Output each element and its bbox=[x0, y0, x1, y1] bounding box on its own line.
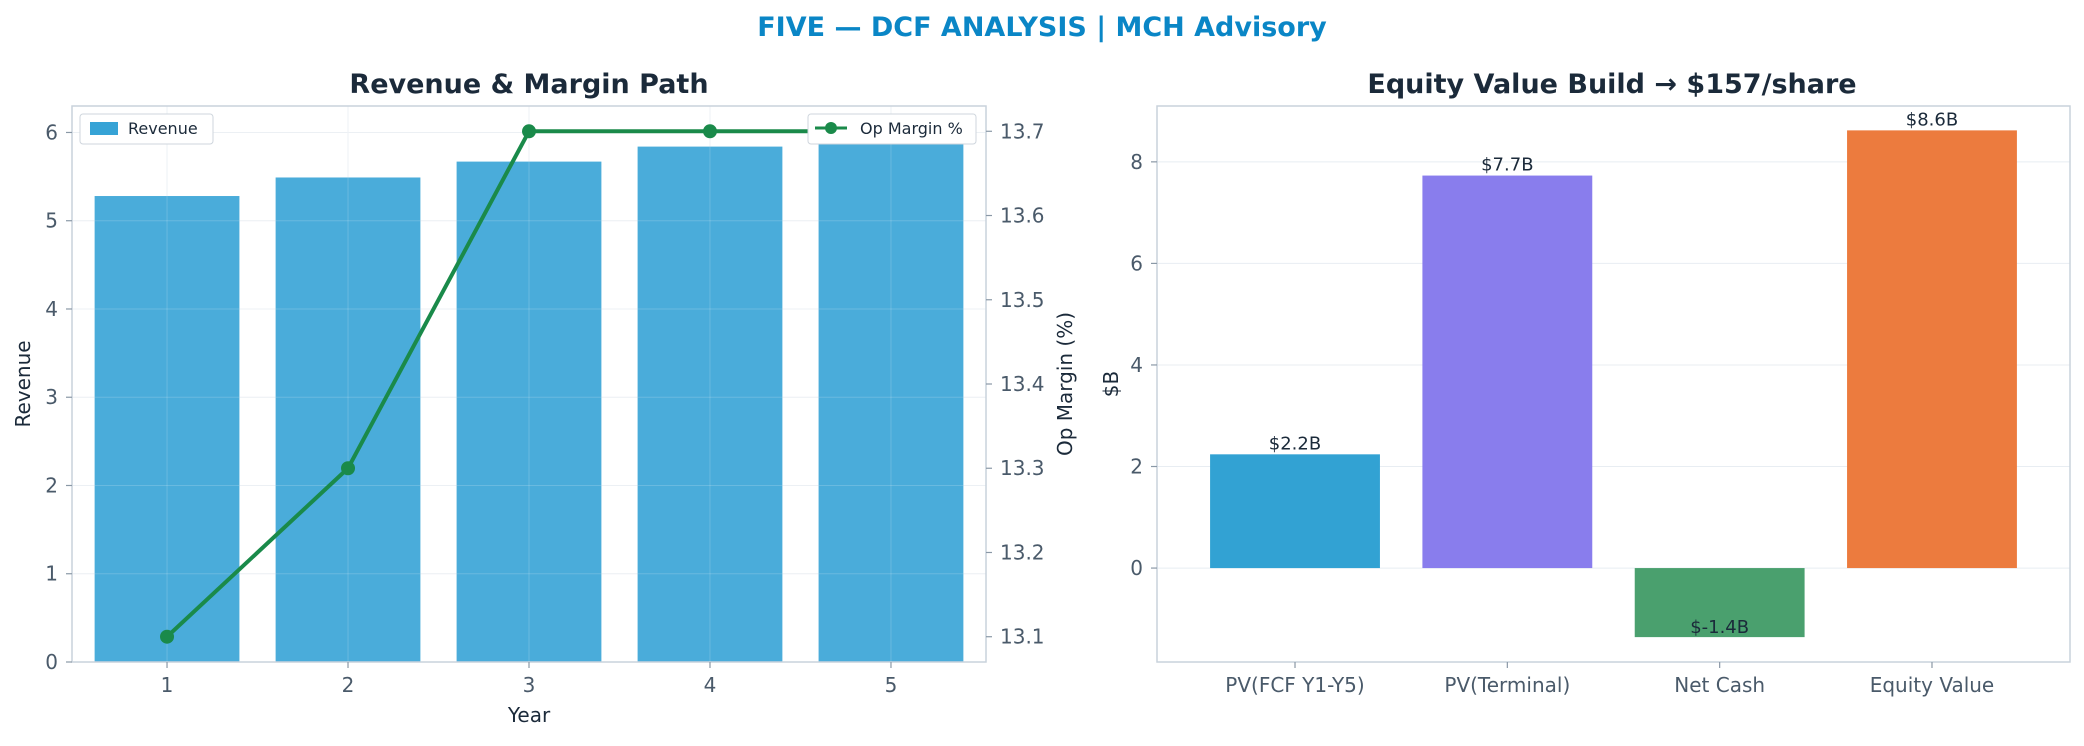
op-margin-point bbox=[702, 124, 717, 139]
left-y-tick-label: 1 bbox=[45, 562, 58, 586]
revenue-legend: Revenue bbox=[79, 113, 214, 145]
figure-suptitle: FIVE — DCF ANALYSIS | MCH Advisory bbox=[757, 12, 1327, 43]
left-x-tick-label: 4 bbox=[704, 673, 717, 697]
revenue-bar bbox=[818, 130, 964, 662]
equity-build-chart: Equity Value Build → $157/share PV(FCF Y… bbox=[1099, 69, 2071, 697]
equity-bar bbox=[1422, 175, 1593, 569]
left-x-axis-label: Year bbox=[507, 703, 551, 727]
left-chart-title: Revenue & Margin Path bbox=[349, 69, 708, 100]
right-y-tick-label: 0 bbox=[1130, 556, 1143, 580]
revenue-bar bbox=[637, 146, 783, 663]
left-x-tick-label: 5 bbox=[885, 673, 898, 697]
op-margin-point bbox=[160, 629, 175, 644]
op-margin-point bbox=[522, 124, 536, 139]
right-y-tick-label: 2 bbox=[1130, 455, 1143, 479]
left-y-tick-label: 4 bbox=[45, 297, 58, 321]
right-y-tick-label: 4 bbox=[1130, 353, 1143, 377]
right-y-tick-label: 6 bbox=[1130, 251, 1143, 275]
left-y2-tick-label: 13.4 bbox=[1000, 372, 1045, 396]
left-x-tick-label: 3 bbox=[523, 673, 536, 697]
left-x-ticks: 1 2 3 4 5 bbox=[161, 662, 898, 697]
right-x-tick-label: PV(Terminal) bbox=[1444, 673, 1570, 697]
equity-bar bbox=[1210, 454, 1380, 569]
right-x-tick-label: PV(FCF Y1-Y5) bbox=[1225, 673, 1364, 697]
right-chart-title: Equity Value Build → $157/share bbox=[1367, 69, 1856, 100]
left-y2-tick-label: 13.5 bbox=[1000, 288, 1045, 312]
revenue-bar bbox=[275, 177, 421, 662]
right-x-ticks: PV(FCF Y1-Y5) PV(Terminal) Net Cash Equity … bbox=[1225, 662, 1994, 697]
right-y-tick-label: 8 bbox=[1130, 150, 1143, 174]
left-y2-axis-label: Op Margin (%) bbox=[1053, 312, 1077, 456]
left-y2-tick-label: 13.6 bbox=[1000, 204, 1045, 228]
op-margin-legend-marker bbox=[825, 122, 837, 134]
left-y2-tick-label: 13.1 bbox=[1000, 625, 1045, 649]
right-x-tick-label: Net Cash bbox=[1674, 673, 1765, 697]
left-y2-ticks: 13.1 13.2 13.3 13.4 13.5 13.6 13.7 bbox=[986, 119, 1045, 649]
equity-bar-label: $8.6B bbox=[1906, 109, 1958, 130]
left-y-tick-label: 6 bbox=[45, 120, 58, 144]
left-y2-tick-label: 13.2 bbox=[1000, 540, 1045, 564]
right-y-axis-label: $B bbox=[1099, 371, 1123, 397]
left-y-tick-label: 0 bbox=[45, 650, 58, 674]
revenue-legend-swatch bbox=[90, 122, 118, 135]
left-x-tick-label: 2 bbox=[342, 673, 355, 697]
left-y2-tick-label: 13.7 bbox=[1000, 119, 1045, 143]
left-y-tick-label: 5 bbox=[45, 209, 58, 233]
op-margin-point bbox=[341, 461, 356, 476]
left-y-ticks: 0 1 2 3 4 5 6 bbox=[45, 120, 72, 674]
revenue-legend-label: Revenue bbox=[128, 119, 198, 138]
equity-bars bbox=[1210, 130, 2017, 638]
left-y-tick-label: 3 bbox=[45, 385, 58, 409]
right-x-tick-label: Equity Value bbox=[1870, 673, 1995, 697]
op-margin-legend-box bbox=[807, 113, 977, 145]
equity-bar-label: $7.7B bbox=[1481, 155, 1533, 176]
revenue-bar bbox=[456, 161, 602, 662]
left-x-tick-label: 1 bbox=[161, 673, 174, 697]
revenue-legend-box bbox=[79, 113, 214, 145]
equity-data-labels: $2.2B $7.7B $-1.4B $8.6B bbox=[1269, 109, 1958, 638]
right-plot-frame bbox=[1156, 105, 2071, 663]
left-y2-tick-label: 13.3 bbox=[1000, 456, 1045, 480]
equity-bar bbox=[1634, 568, 1805, 638]
right-y-ticks: 0 2 4 6 8 bbox=[1130, 150, 1157, 580]
left-y-tick-label: 2 bbox=[45, 473, 58, 497]
equity-bar bbox=[1847, 130, 2017, 569]
revenue-bars bbox=[72, 106, 986, 663]
left-y-axis-label: Revenue bbox=[11, 340, 35, 427]
revenue-bar bbox=[94, 196, 240, 662]
equity-bar-label: $-1.4B bbox=[1690, 617, 1749, 638]
op-margin-legend: Op Margin % bbox=[807, 113, 977, 145]
revenue-margin-chart: Revenue & Margin Path 1 2 3 4 5 0 1 2 3 4 5 6 13.1… bbox=[11, 69, 1077, 727]
equity-bar-label: $2.2B bbox=[1269, 433, 1321, 454]
op-margin-legend-label: Op Margin % bbox=[860, 119, 963, 138]
